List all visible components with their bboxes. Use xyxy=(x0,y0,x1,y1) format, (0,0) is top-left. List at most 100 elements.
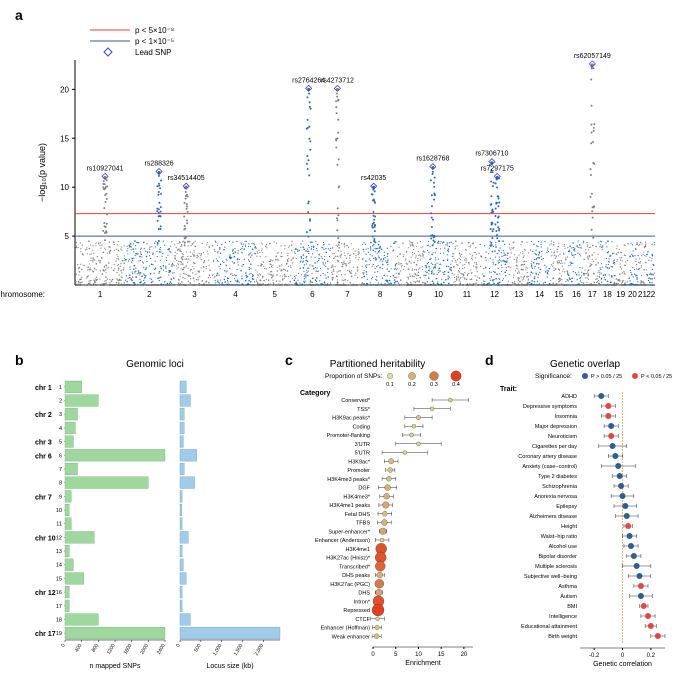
svg-text:Multiple sclerosis: Multiple sclerosis xyxy=(535,564,577,570)
svg-text:DHS: DHS xyxy=(358,591,370,597)
svg-text:Significance:: Significance: xyxy=(535,373,572,380)
svg-text:c: c xyxy=(285,352,293,368)
svg-text:14: 14 xyxy=(56,563,62,569)
svg-text:1600: 1600 xyxy=(123,643,134,656)
svg-text:0: 0 xyxy=(371,652,375,658)
svg-text:20: 20 xyxy=(628,290,637,299)
svg-text:Cigarettes per day: Cigarettes per day xyxy=(532,444,577,450)
svg-text:3: 3 xyxy=(59,412,62,418)
svg-text:Genetic overlap: Genetic overlap xyxy=(550,359,620,370)
svg-text:17: 17 xyxy=(588,290,597,299)
svg-text:chr 7: chr 7 xyxy=(35,494,52,501)
svg-text:10: 10 xyxy=(60,183,69,192)
svg-text:ADHD: ADHD xyxy=(561,394,577,400)
svg-text:5: 5 xyxy=(394,652,398,658)
svg-text:13: 13 xyxy=(56,549,62,555)
svg-text:2400: 2400 xyxy=(156,643,167,656)
svg-text:rs1628768: rs1628768 xyxy=(416,156,449,163)
svg-text:0: 0 xyxy=(175,643,182,649)
svg-text:Educational attainment: Educational attainment xyxy=(521,624,577,630)
svg-text:CTCF: CTCF xyxy=(355,617,370,623)
svg-text:rs7297175: rs7297175 xyxy=(481,165,514,172)
svg-text:4: 4 xyxy=(233,290,238,299)
svg-text:7: 7 xyxy=(345,290,350,299)
svg-text:Bipolar disorder: Bipolar disorder xyxy=(538,554,577,560)
svg-text:chr 1: chr 1 xyxy=(35,385,52,392)
svg-text:chr 2: chr 2 xyxy=(35,412,52,419)
svg-text:Waist−hip ratio: Waist−hip ratio xyxy=(541,534,577,540)
svg-text:p < 5×10⁻⁸: p < 5×10⁻⁸ xyxy=(135,26,174,35)
svg-text:H3K4me3*: H3K4me3* xyxy=(343,494,370,500)
svg-text:a: a xyxy=(15,7,23,23)
svg-text:TSS*: TSS* xyxy=(357,407,371,413)
svg-text:H3K4me3 peaks*: H3K4me3 peaks* xyxy=(327,477,371,483)
svg-text:Autism: Autism xyxy=(560,594,577,600)
svg-text:13: 13 xyxy=(514,290,523,299)
svg-text:rs34514405: rs34514405 xyxy=(168,175,205,182)
svg-text:17: 17 xyxy=(56,604,62,610)
svg-text:1,000: 1,000 xyxy=(212,643,224,657)
svg-text:2: 2 xyxy=(59,399,62,405)
svg-text:400: 400 xyxy=(74,643,83,653)
svg-text:1200: 1200 xyxy=(106,643,117,656)
svg-text:H3K4me1 peaks: H3K4me1 peaks xyxy=(329,503,370,509)
svg-text:Category: Category xyxy=(300,390,330,397)
svg-text:6: 6 xyxy=(310,290,315,299)
svg-text:Anxiety (case−control): Anxiety (case−control) xyxy=(522,464,577,470)
svg-text:Neuroticism: Neuroticism xyxy=(548,434,577,440)
svg-text:Intelligence: Intelligence xyxy=(549,614,577,620)
svg-text:P < 0.05 / 25: P < 0.05 / 25 xyxy=(641,374,672,380)
svg-text:18: 18 xyxy=(603,290,612,299)
svg-text:9: 9 xyxy=(59,494,62,500)
svg-text:0: 0 xyxy=(621,653,625,659)
svg-text:0.3: 0.3 xyxy=(430,382,438,388)
svg-text:Promoter-flanking: Promoter-flanking xyxy=(327,433,370,439)
svg-text:16: 16 xyxy=(572,290,581,299)
svg-text:Proportion of SNPs:: Proportion of SNPs: xyxy=(325,373,383,380)
svg-text:Transcribed*: Transcribed* xyxy=(339,564,371,570)
svg-text:-0.2: -0.2 xyxy=(589,653,600,659)
svg-text:Enrichment: Enrichment xyxy=(405,660,440,667)
svg-text:5: 5 xyxy=(65,232,70,241)
svg-text:n mapped SNPs: n mapped SNPs xyxy=(90,663,141,670)
svg-text:10: 10 xyxy=(434,290,443,299)
svg-text:7: 7 xyxy=(59,467,62,473)
svg-text:Depressive symptoms: Depressive symptoms xyxy=(523,404,577,410)
svg-text:p < 1×10⁻⁵: p < 1×10⁻⁵ xyxy=(135,37,174,46)
svg-text:500: 500 xyxy=(193,643,202,653)
svg-text:15: 15 xyxy=(56,576,62,582)
svg-text:TFBS: TFBS xyxy=(356,521,370,527)
svg-text:Alzheimers disease: Alzheimers disease xyxy=(529,514,577,520)
svg-text:BMI: BMI xyxy=(567,604,577,610)
svg-text:H3K27ac (PGC): H3K27ac (PGC) xyxy=(330,582,370,588)
svg-text:Locus size (kb): Locus size (kb) xyxy=(206,663,253,670)
svg-text:Fetal DHS: Fetal DHS xyxy=(345,512,371,518)
svg-text:Anorexia nervosa: Anorexia nervosa xyxy=(534,494,578,500)
svg-text:d: d xyxy=(485,352,494,368)
svg-text:rs288326: rs288326 xyxy=(144,161,173,168)
svg-text:15: 15 xyxy=(554,290,563,299)
svg-text:800: 800 xyxy=(91,643,100,653)
svg-text:Promoter: Promoter xyxy=(347,468,370,474)
svg-text:19: 19 xyxy=(56,631,62,637)
svg-text:0.1: 0.1 xyxy=(386,382,394,388)
svg-text:DGF: DGF xyxy=(358,486,370,492)
svg-text:2,000: 2,000 xyxy=(254,643,266,657)
svg-text:4: 4 xyxy=(59,426,62,432)
svg-text:10: 10 xyxy=(415,652,422,658)
svg-text:12: 12 xyxy=(490,290,499,299)
svg-text:0: 0 xyxy=(60,643,67,649)
svg-text:−log₁₀(p value): −log₁₀(p value) xyxy=(37,143,47,202)
svg-text:11: 11 xyxy=(56,522,62,528)
svg-text:2000: 2000 xyxy=(139,643,150,656)
svg-text:Repressed: Repressed xyxy=(343,608,370,614)
svg-text:Enhancer (Andersson): Enhancer (Andersson) xyxy=(315,538,370,544)
svg-text:1: 1 xyxy=(98,290,103,299)
svg-text:9: 9 xyxy=(408,290,413,299)
svg-text:20: 20 xyxy=(461,652,468,658)
svg-text:H3K9ac*: H3K9ac* xyxy=(348,459,371,465)
svg-text:15: 15 xyxy=(438,652,445,658)
svg-text:14: 14 xyxy=(535,290,544,299)
svg-text:Type 2 diabetes: Type 2 diabetes xyxy=(538,474,577,480)
svg-text:12: 12 xyxy=(56,535,62,541)
